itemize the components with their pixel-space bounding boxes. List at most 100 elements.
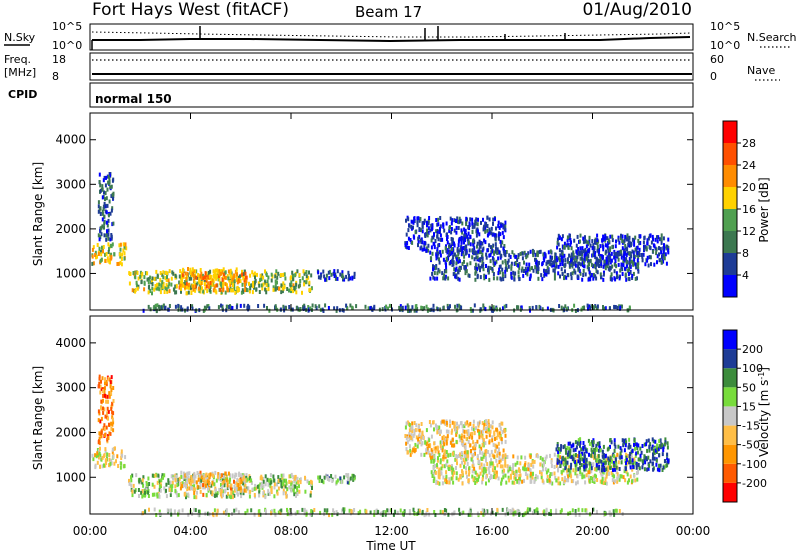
- power-cell: [656, 260, 658, 265]
- velocity-cell: [565, 478, 568, 483]
- power-cell: [460, 240, 463, 245]
- velocity-cell: [465, 453, 468, 458]
- velocity-cell: [158, 484, 161, 489]
- velocity-cell: [207, 480, 210, 485]
- velocity-cell: [557, 450, 560, 454]
- power-cell: [662, 249, 665, 254]
- power-cell: [197, 273, 200, 277]
- velocity-cell: [176, 483, 179, 487]
- power-cell: [648, 255, 651, 260]
- power-cell: [504, 220, 507, 225]
- power-cell: [190, 291, 193, 295]
- power-cell: [158, 282, 161, 287]
- velocity-cell: [512, 466, 514, 471]
- power-cell: [529, 249, 532, 254]
- power-cell: [110, 234, 113, 239]
- velocity-cell: [193, 479, 196, 484]
- velocity-cell: [581, 475, 584, 480]
- velocity-cell: [186, 476, 189, 481]
- velocity-cell: [479, 450, 482, 455]
- velocity-cell: [648, 444, 651, 449]
- power-cell: [458, 216, 461, 221]
- power-cell: [560, 255, 563, 260]
- power-cell: [610, 277, 613, 282]
- velocity-cell: [98, 431, 101, 436]
- velocity-cell: [373, 510, 376, 514]
- velocity-cell: [451, 428, 454, 433]
- power-cell: [213, 285, 216, 290]
- velocity-cell: [632, 478, 635, 483]
- velocity-cell: [524, 462, 527, 467]
- power-cell: [435, 253, 438, 258]
- power-cell: [572, 250, 575, 255]
- velocity-cell: [469, 508, 472, 513]
- velocity-cell: [515, 469, 518, 474]
- velocity-cell: [626, 480, 629, 485]
- power-cell: [521, 251, 524, 256]
- power-cell: [423, 306, 426, 311]
- power-cell: [586, 303, 589, 308]
- velocity-cell: [478, 460, 480, 465]
- velocity-cell: [262, 491, 265, 496]
- power-cell: [336, 276, 339, 281]
- velocity-cell: [602, 444, 605, 449]
- power-cell: [516, 258, 519, 263]
- power-cell: [662, 259, 665, 264]
- power-cell: [663, 256, 666, 261]
- velocity-cell: [427, 443, 430, 448]
- time-tick-label: 20:00: [575, 524, 610, 538]
- power-cell: [453, 252, 456, 257]
- power-cell: [463, 233, 466, 238]
- power-cell: [631, 273, 634, 278]
- power-cell: [430, 223, 433, 228]
- velocity-cell: [497, 441, 500, 446]
- velocity-cell: [175, 474, 178, 479]
- power-cell: [222, 284, 225, 289]
- velocity-cell: [120, 449, 123, 454]
- power-cell: [518, 277, 521, 281]
- velocity-cell: [180, 474, 183, 479]
- power-cell: [523, 250, 526, 255]
- velocity-cell: [505, 480, 508, 485]
- velocity-cell: [214, 470, 217, 475]
- power-cell: [552, 261, 555, 265]
- power-cell: [451, 237, 454, 242]
- velocity-cell: [578, 450, 581, 455]
- power-cell: [603, 236, 606, 241]
- power-cell: [335, 308, 338, 313]
- velocity-cell: [496, 473, 498, 478]
- power-cell: [234, 290, 237, 295]
- velocity-cell: [347, 473, 350, 478]
- power-cell: [656, 239, 659, 244]
- power-cell: [168, 269, 171, 274]
- velocity-cell: [624, 459, 627, 463]
- velocity-cell: [585, 510, 588, 515]
- power-cell: [617, 262, 620, 267]
- velocity-cell: [577, 438, 580, 443]
- velocity-cell: [574, 459, 576, 464]
- power-cell: [139, 274, 142, 279]
- power-cell: [219, 271, 222, 276]
- power-cell: [192, 284, 195, 289]
- power-cell: [512, 270, 515, 275]
- power-cell: [333, 274, 336, 278]
- power-cell: [446, 303, 449, 308]
- velocity-cell: [512, 454, 515, 459]
- power-cell: [170, 276, 173, 281]
- velocity-cell: [550, 460, 553, 464]
- velocity-cell: [619, 474, 622, 479]
- velocity-cell: [249, 476, 252, 480]
- power-cell: [431, 251, 434, 256]
- velocity-cell: [182, 475, 185, 480]
- power-cell: [203, 275, 206, 280]
- velocity-cell: [487, 427, 490, 432]
- power-cell: [229, 279, 232, 284]
- power-cell: [540, 273, 543, 278]
- power-cell: [342, 275, 345, 280]
- power-cell: [478, 232, 481, 237]
- velocity-cell: [292, 488, 295, 493]
- power-cell: [484, 240, 487, 245]
- power-cell: [660, 233, 663, 238]
- velocity-cell: [476, 454, 479, 459]
- velocity-cell: [651, 444, 654, 449]
